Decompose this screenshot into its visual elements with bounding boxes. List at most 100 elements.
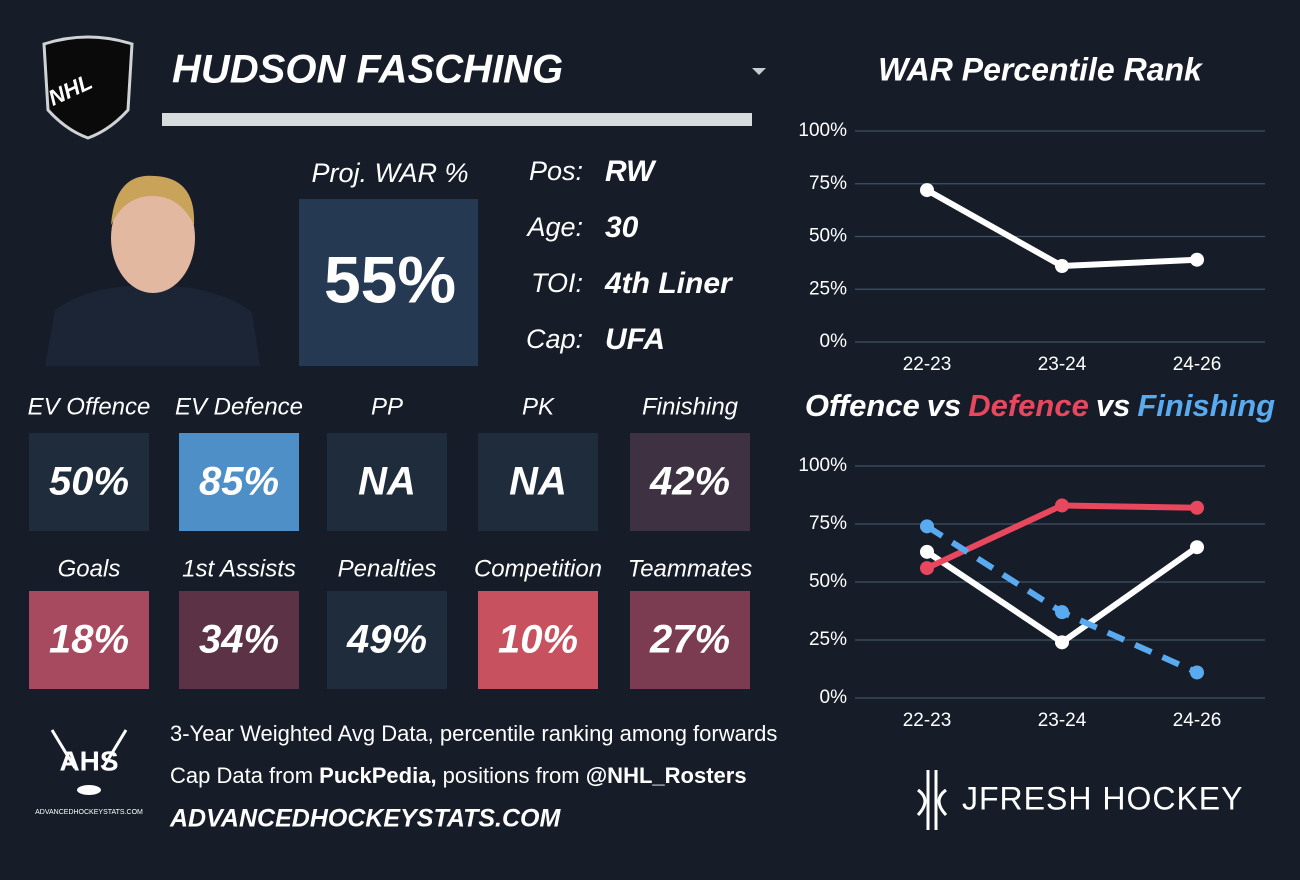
name-underline (162, 113, 752, 126)
point (1055, 635, 1069, 650)
tile-value: NA (358, 460, 416, 504)
legend-entry: Offence (805, 388, 920, 423)
stick (50, 729, 77, 769)
nhl-shield (42, 35, 134, 140)
ahs-logo (50, 729, 128, 795)
footer-line2-part: @NHL_Rosters (586, 763, 747, 788)
x-tick-label: 22-23 (903, 710, 952, 731)
tile-label: EV Offence (28, 393, 151, 420)
legend-entry: Finishing (1137, 388, 1275, 423)
point (920, 519, 934, 534)
point (920, 561, 934, 576)
tile-label: PP (371, 393, 403, 420)
tile-label: Goals (58, 555, 121, 582)
bio-value: 4th Liner (604, 267, 734, 300)
tile-value: 10% (498, 618, 578, 662)
bio-label: Pos: (529, 156, 583, 186)
hair (111, 175, 195, 225)
tile-value: 85% (199, 460, 279, 504)
stick (101, 729, 128, 769)
y-tick-label: 25% (809, 278, 847, 299)
tile-value: 18% (49, 618, 129, 662)
chart-title: Offence vs Defence vs Finishing (805, 388, 1275, 423)
tile-value: 34% (199, 618, 279, 662)
tile-value: 27% (649, 618, 730, 662)
point (920, 544, 934, 559)
tile-box (179, 433, 299, 531)
tile-value: 42% (649, 460, 730, 504)
x-tick-label: 24-26 (1173, 710, 1222, 731)
bio-label: Age: (525, 212, 583, 242)
point (1055, 498, 1069, 513)
tile-box (179, 591, 299, 689)
footer-line2: Cap Data from PuckPedia, positions from … (170, 763, 747, 788)
y-tick-label: 0% (820, 687, 848, 708)
y-tick-label: 25% (809, 629, 847, 650)
point (1190, 665, 1204, 680)
face (111, 183, 195, 293)
brand: JFRESH HOCKEY (962, 780, 1243, 816)
tile-label: Teammates (628, 555, 753, 582)
proj-box (299, 199, 478, 366)
point (1055, 259, 1069, 274)
point (1190, 500, 1204, 515)
title-separator: vs (1096, 388, 1130, 423)
y-tick-label: 50% (809, 571, 847, 592)
puck (77, 785, 101, 795)
x-tick-label: 23-24 (1038, 710, 1087, 731)
tile-box (630, 433, 750, 531)
x-tick-label: 22-23 (903, 354, 952, 375)
point (1055, 605, 1069, 620)
tile-label: EV Defence (175, 393, 303, 420)
player-name: HUDSON FASCHING (172, 48, 563, 92)
point (1190, 540, 1204, 555)
y-tick-label: 75% (809, 513, 847, 534)
footer-line2-part: positions from (437, 763, 586, 788)
tile-box (327, 433, 447, 531)
tile-label: 1st Assists (182, 555, 296, 582)
brand-logo (916, 770, 948, 830)
dropdown-arrow[interactable] (752, 68, 766, 75)
footer-line1: 3-Year Weighted Avg Data, percentile ran… (170, 721, 777, 746)
tile-label: Penalties (338, 555, 437, 582)
footer-website: ADVANCEDHOCKEYSTATS.COM (169, 805, 561, 833)
y-tick-label: 0% (820, 331, 848, 352)
footer-line2-part: Cap Data from (170, 763, 319, 788)
y-tick-label: 100% (798, 120, 847, 141)
point (920, 183, 934, 198)
bio-value: 30 (605, 211, 639, 244)
tile-value: 49% (346, 618, 427, 662)
tile-box (29, 591, 149, 689)
y-tick-label: 100% (798, 455, 847, 476)
ahs-logo-site: ADVANCEDHOCKEYSTATS.COM (35, 809, 143, 816)
tile-label: PK (522, 393, 555, 420)
tile-value: 50% (49, 460, 129, 504)
tile-box (630, 591, 750, 689)
bio-label: TOI: (531, 268, 583, 298)
jersey (45, 285, 260, 366)
ahs-logo-text: AHS (59, 745, 118, 776)
chart-title: WAR Percentile Rank (878, 51, 1204, 87)
point (1190, 252, 1204, 267)
player-photo (45, 170, 260, 366)
proj-value: 55% (324, 242, 456, 316)
tile-label: Finishing (642, 393, 739, 420)
x-tick-label: 24-26 (1173, 354, 1222, 375)
tile-box (478, 591, 598, 689)
y-tick-label: 75% (809, 173, 847, 194)
bio-value: UFA (605, 323, 665, 356)
bio-value: RW (605, 155, 657, 188)
tile-value: NA (509, 460, 567, 504)
legend-entry: Defence (968, 388, 1089, 423)
footer-line2-part: PuckPedia, (319, 763, 436, 788)
tile-box (29, 433, 149, 531)
title-separator: vs (927, 388, 961, 423)
y-tick-label: 50% (809, 226, 847, 247)
x-tick-label: 23-24 (1038, 354, 1087, 375)
tile-box (327, 591, 447, 689)
tile-box (478, 433, 598, 531)
proj-label: Proj. WAR % (311, 158, 468, 188)
tile-label: Competition (474, 555, 602, 582)
